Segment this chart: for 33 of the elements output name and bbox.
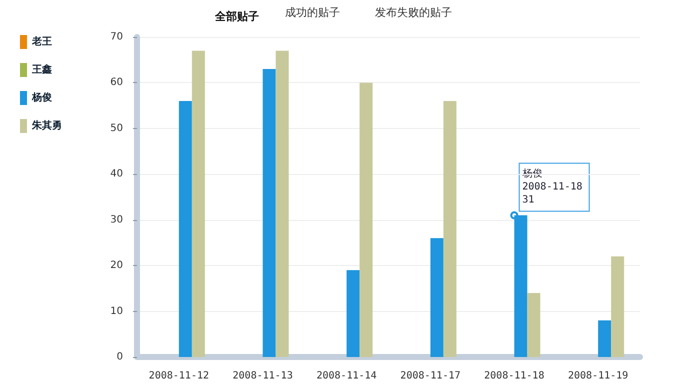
- bar: [178, 101, 192, 357]
- text: 成功的贴子: [285, 6, 340, 19]
- bar: [514, 215, 528, 357]
- bar: [262, 69, 276, 357]
- bar: [430, 238, 444, 357]
- y-tick-label: 10: [110, 306, 123, 317]
- bar: [192, 50, 205, 357]
- x-tick-label: 2008-11-18: [484, 370, 544, 382]
- y-tick-label: 20: [110, 260, 123, 272]
- y-tick-label: 60: [110, 77, 123, 88]
- bar: [276, 50, 289, 357]
- y-tick-label: 0: [116, 352, 123, 362]
- legend-label: 老王: [31, 36, 52, 48]
- legend-label: 朱其勇: [31, 120, 62, 132]
- x-tick-label: 2008-11-13: [232, 370, 293, 382]
- bar: [598, 320, 612, 357]
- x-tick-label: 2008-11-19: [568, 370, 628, 382]
- legend-label: 王鑫: [31, 64, 52, 76]
- y-tick-label: 50: [110, 122, 123, 134]
- bar: [360, 82, 373, 357]
- y-tick-label: 30: [110, 214, 123, 226]
- y-tick-label: 70: [110, 32, 123, 42]
- chart-title: 全部贴子: [214, 10, 259, 23]
- y-tick-label: 40: [110, 168, 123, 180]
- x-tick-label: 2008-11-14: [316, 370, 377, 382]
- bar: [346, 270, 360, 357]
- text: 发布失败的贴子: [375, 6, 452, 19]
- bar: [611, 256, 624, 357]
- legend-label: 杨俊: [31, 92, 53, 104]
- bar: [443, 101, 456, 357]
- x-tick-label: 2008-11-17: [400, 370, 461, 382]
- bar: [527, 293, 540, 357]
- x-tick-label: 2008-11-12: [148, 370, 210, 382]
